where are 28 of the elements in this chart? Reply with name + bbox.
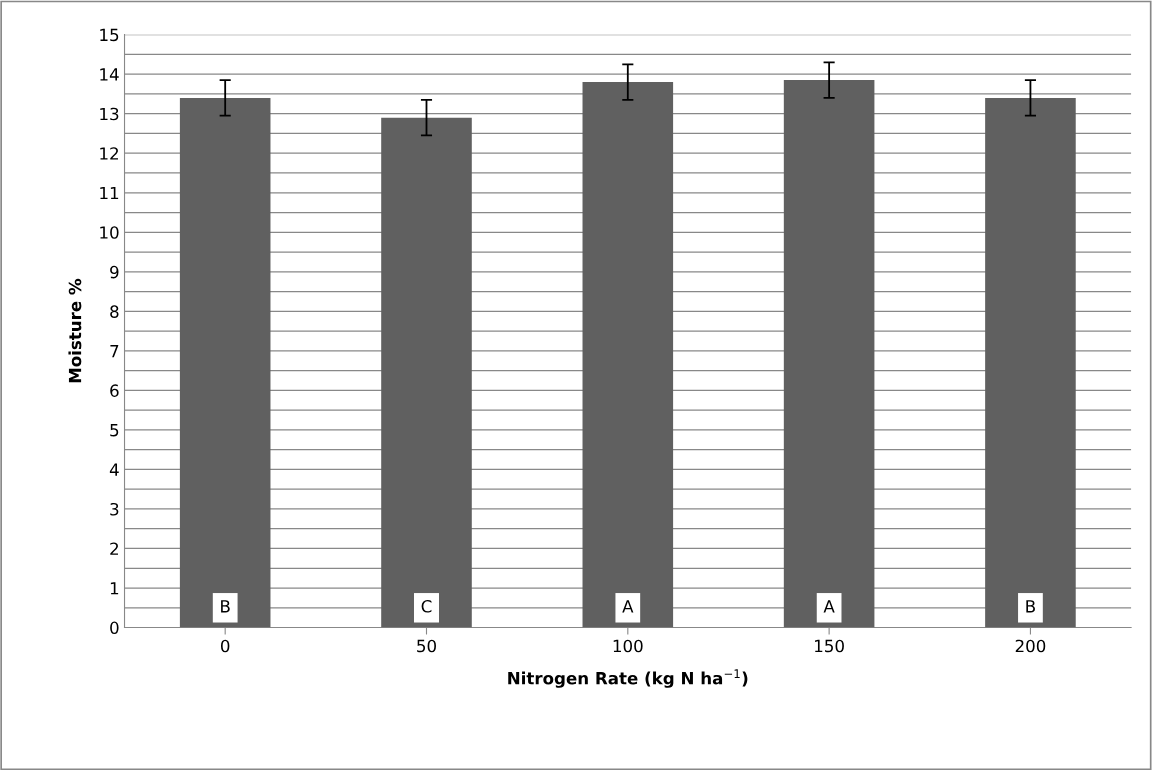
y-axis-title: Moisture % — [68, 278, 82, 383]
y-tick-label: 10 — [100, 226, 119, 239]
x-tick-label: 0 — [220, 639, 230, 653]
y-tick-label: 14 — [100, 68, 119, 81]
y-tick-label: 15 — [100, 28, 119, 42]
y-tick-label: 7 — [110, 345, 119, 358]
y-tick-label: 9 — [110, 265, 119, 279]
x-tick-label: 100 — [613, 639, 643, 653]
annotation: B — [221, 600, 230, 613]
y-tick-label: 12 — [100, 147, 118, 160]
x-tick-label: 150 — [815, 639, 844, 653]
y-tick-label: 11 — [100, 186, 119, 200]
y-tick-label: 1 — [110, 582, 119, 595]
y-tick-label: 8 — [110, 305, 119, 318]
y-tick-label: 13 — [100, 107, 119, 121]
x-axis-title: Nitrogen Rate (kg N ha$^{−1}$) — [508, 669, 748, 688]
y-tick-label: 4 — [109, 463, 119, 476]
y-tick-label: 6 — [110, 384, 119, 397]
y-tick-label: 2 — [110, 542, 118, 555]
y-tick-label: 3 — [110, 502, 119, 516]
x-tick-label: 200 — [1015, 639, 1046, 653]
x-tick-label: 50 — [417, 639, 436, 653]
annotation: B — [1026, 600, 1035, 613]
y-tick-label: 0 — [110, 621, 119, 635]
y-tick-label: 5 — [110, 424, 119, 437]
annotation: A — [622, 600, 634, 613]
annotation: A — [823, 600, 835, 613]
annotation: C — [421, 600, 432, 613]
